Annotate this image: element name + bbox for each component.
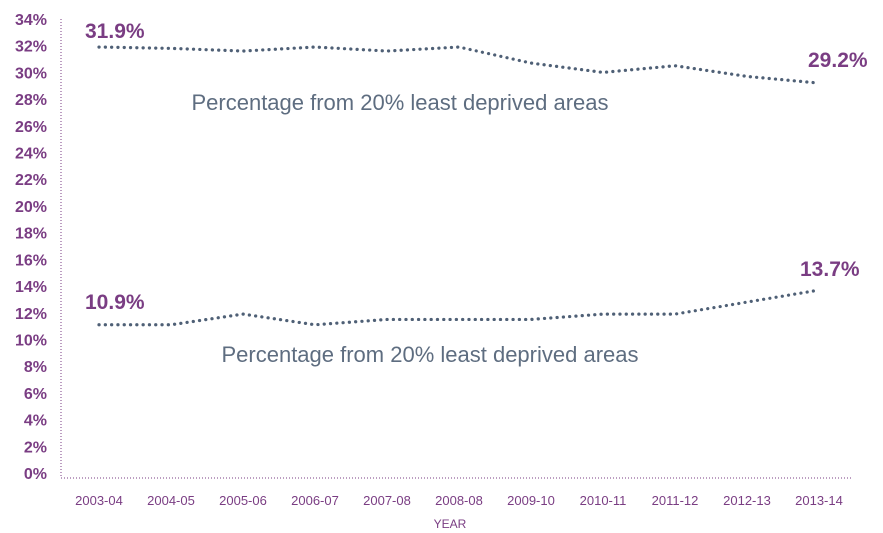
series-start-label: 10.9% — [85, 291, 145, 314]
y-tick-label: 34% — [15, 12, 47, 29]
y-tick-label: 24% — [15, 146, 47, 163]
x-axis-label: YEAR — [434, 517, 467, 531]
series-end-label: 13.7% — [800, 258, 860, 281]
y-tick-label: 4% — [24, 413, 47, 430]
y-tick-label: 26% — [15, 119, 47, 136]
x-tick-label: 2009-10 — [507, 493, 555, 508]
y-tick-label: 28% — [15, 92, 47, 109]
y-tick-labels: 0% 2% 4% 6% 8% 10% 12% 14% 16% 18% 20% 22% 24% 26% 28%… — [15, 12, 47, 483]
y-tick-label: 8% — [24, 359, 47, 376]
y-tick-label: 2% — [24, 439, 47, 456]
y-tick-label: 22% — [15, 172, 47, 189]
series-lines — [97, 45, 821, 327]
x-tick-label: 2008-08 — [435, 493, 483, 508]
series-start-label: 31.9% — [85, 20, 145, 43]
y-tick-label: 12% — [15, 306, 47, 323]
series-end-label: 29.2% — [808, 49, 868, 72]
y-tick-label: 10% — [15, 332, 47, 349]
x-tick-label: 2006-07 — [291, 493, 339, 508]
series-line-2 — [97, 288, 821, 327]
series-name-label: Percentage from 20% least deprived areas — [221, 342, 638, 367]
x-tick-label: 2003-04 — [75, 493, 123, 508]
x-tick-label: 2005-06 — [219, 493, 267, 508]
x-tick-label: 2013-14 — [795, 493, 843, 508]
x-tick-label: 2004-05 — [147, 493, 195, 508]
x-tick-label: 2010-11 — [580, 493, 627, 508]
y-tick-label: 16% — [15, 252, 47, 269]
x-tick-labels: 2003-04 2004-05 2005-06 2006-07 2007-08 2008-… — [75, 493, 843, 508]
series-name-label: Percentage from 20% least deprived areas — [191, 90, 608, 115]
x-tick-label: 2007-08 — [363, 493, 411, 508]
y-tick-label: 18% — [15, 226, 47, 243]
series-line-1 — [97, 45, 821, 85]
y-tick-label: 14% — [15, 279, 47, 296]
y-tick-label: 32% — [15, 39, 47, 56]
y-tick-label: 0% — [24, 466, 47, 483]
y-tick-label: 6% — [24, 386, 47, 403]
y-tick-label: 30% — [15, 65, 47, 82]
x-tick-label: 2011-12 — [652, 493, 699, 508]
series-annotations: 31.9% 29.2% Percentage from 20% least depr… — [85, 20, 868, 367]
y-tick-label: 20% — [15, 199, 47, 216]
x-tick-label: 2012-13 — [723, 493, 771, 508]
